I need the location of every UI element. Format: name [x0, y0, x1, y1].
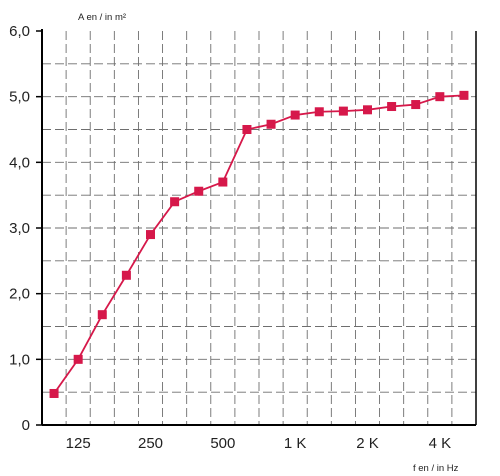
x-tick-label: 1 K [284, 435, 307, 452]
data-point [459, 90, 469, 100]
x-tick-label: 4 K [429, 435, 452, 452]
data-point [290, 110, 300, 120]
y-axis-title: A en / in m² [78, 12, 126, 23]
data-point [242, 125, 252, 134]
y-tick-label: 6,0 [9, 23, 30, 40]
data-point [363, 105, 372, 115]
data-point [411, 100, 421, 110]
tick-labels: 0 1,0 2,0 3,0 4,0 5,0 6,0 125 250 500 1 K 2 K 4 K [9, 23, 451, 452]
data-point [121, 270, 131, 280]
data-point [170, 197, 180, 207]
data-point [435, 92, 445, 102]
data-point [194, 186, 204, 196]
y-tick-label: 4,0 [9, 154, 30, 171]
series [49, 90, 469, 398]
y-tick-label: 5,0 [9, 89, 30, 106]
x-tick-label: 2 K [356, 435, 379, 452]
y-tick-label: 0 [22, 417, 30, 434]
x-tick-label: 125 [66, 435, 91, 452]
axes [36, 29, 477, 426]
data-point [218, 177, 228, 187]
data-point [314, 107, 324, 117]
data-point [266, 119, 276, 129]
data-point [73, 354, 83, 364]
x-axis-title: f en / in Hz [413, 463, 459, 474]
y-tick-label: 2,0 [9, 286, 30, 303]
x-tick-label: 500 [210, 435, 235, 452]
y-tick-label: 1,0 [9, 351, 30, 368]
data-point [49, 388, 59, 398]
x-tick-label: 250 [138, 435, 163, 452]
data-point [146, 230, 155, 240]
grid [42, 31, 476, 425]
data-point [97, 310, 107, 320]
y-tick-label: 3,0 [9, 220, 30, 237]
data-point [387, 102, 397, 112]
data-point [338, 106, 348, 116]
